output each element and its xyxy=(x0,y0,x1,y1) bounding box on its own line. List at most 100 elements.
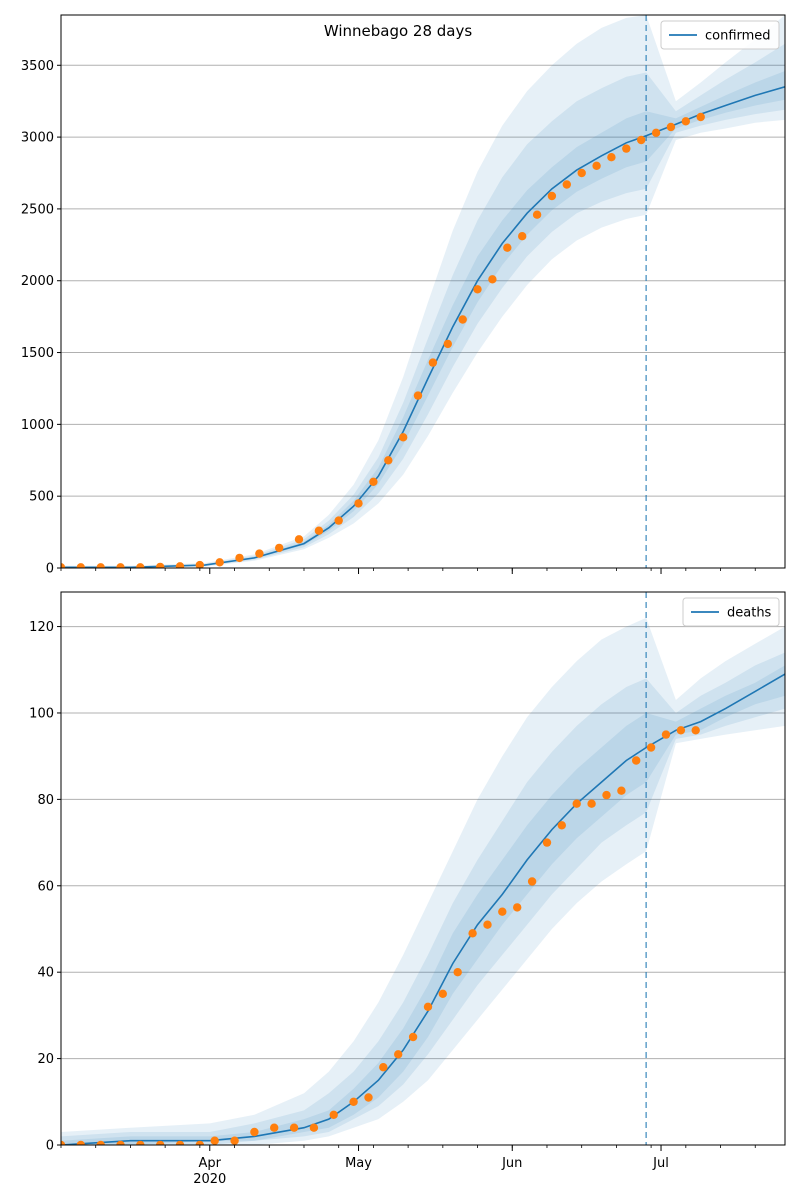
y-tick-label: 20 xyxy=(37,1052,54,1067)
observed-point xyxy=(617,786,626,795)
observed-point xyxy=(270,1123,279,1132)
observed-point xyxy=(61,1140,66,1145)
observed-point xyxy=(250,1127,259,1137)
observed-point xyxy=(607,153,616,162)
figure-title: Winnebago 28 days xyxy=(324,22,473,40)
observed-point xyxy=(394,1050,403,1059)
y-tick-label: 3000 xyxy=(21,131,54,146)
x-tick-label: Jun xyxy=(501,1156,522,1171)
observed-point xyxy=(592,161,601,170)
y-tick-label: 120 xyxy=(29,620,54,635)
x-tick-sublabel: 2020 xyxy=(193,1172,226,1187)
observed-point xyxy=(637,135,646,145)
legend: deaths xyxy=(682,597,780,627)
observed-point xyxy=(557,821,566,830)
observed-point xyxy=(175,1140,185,1145)
observed-point xyxy=(156,1140,165,1145)
observed-point xyxy=(76,1140,85,1145)
observed-point xyxy=(681,117,690,126)
confirmed-chart-panel: 0 500 1000 1500 2000 2500 3000 3500 confirmed xyxy=(21,14,786,577)
observed-point xyxy=(423,1002,433,1011)
x-tick-label: Apr xyxy=(199,1156,222,1171)
observed-point xyxy=(572,799,581,808)
observed-point xyxy=(195,1140,204,1145)
confidence-band-3 xyxy=(61,665,785,1145)
observed-point xyxy=(443,339,452,349)
legend-label: confirmed xyxy=(705,29,771,44)
observed-point xyxy=(438,989,447,998)
observed-point xyxy=(488,275,497,284)
y-tick-label: 500 xyxy=(29,490,54,505)
legend-label: deaths xyxy=(727,606,772,621)
observed-point xyxy=(334,516,343,525)
y-tick-label: 1500 xyxy=(21,346,54,361)
observed-point xyxy=(349,1097,358,1107)
observed-point xyxy=(646,743,656,752)
plot-area xyxy=(61,15,785,568)
observed-point xyxy=(661,730,671,739)
observed-point xyxy=(602,790,611,800)
observed-point xyxy=(428,358,438,367)
legend-box xyxy=(682,597,780,627)
observed-point xyxy=(96,563,105,568)
observed-point xyxy=(513,903,522,912)
observed-point xyxy=(314,526,324,535)
observed-point xyxy=(518,232,527,241)
y-tick-label: 1000 xyxy=(21,418,54,433)
observed-point xyxy=(632,756,641,765)
observed-point xyxy=(651,128,661,137)
observed-point xyxy=(230,1136,239,1145)
observed-point xyxy=(96,1140,105,1145)
observed-point xyxy=(413,391,423,400)
observed-point xyxy=(289,1123,299,1132)
observed-point xyxy=(76,563,85,568)
observed-point xyxy=(215,558,224,567)
observed-point xyxy=(275,543,284,553)
observed-point xyxy=(453,968,462,977)
observed-point xyxy=(379,1063,388,1072)
observed-point xyxy=(255,549,264,558)
y-tick-label: 3500 xyxy=(21,59,54,74)
observed-point xyxy=(503,243,512,252)
observed-point xyxy=(294,535,304,544)
observed-point xyxy=(691,726,700,735)
y-tick-label: 80 xyxy=(37,793,54,808)
confidence-band-1 xyxy=(61,617,785,1145)
observed-point xyxy=(235,553,244,563)
observed-point xyxy=(309,1123,319,1132)
observed-point xyxy=(498,907,507,916)
observed-point xyxy=(696,112,705,122)
y-tick-label: 0 xyxy=(46,1139,54,1154)
observed-point xyxy=(116,1140,125,1145)
observed-point xyxy=(577,168,586,178)
plot-area xyxy=(61,617,785,1145)
x-tick-label: Jul xyxy=(652,1156,669,1171)
observed-point xyxy=(195,560,204,568)
observed-point xyxy=(527,877,537,886)
observed-point xyxy=(136,1140,145,1145)
y-tick-label: 100 xyxy=(29,706,54,721)
observed-point xyxy=(354,499,363,508)
axes-frame xyxy=(60,14,786,569)
y-tick-label: 60 xyxy=(37,879,54,894)
model-line xyxy=(61,86,785,568)
observed-point xyxy=(329,1110,338,1120)
observed-point xyxy=(542,838,552,847)
observed-point xyxy=(136,563,145,568)
observed-point xyxy=(562,180,571,189)
observed-point xyxy=(408,1032,418,1042)
legend-box xyxy=(660,20,780,50)
observed-point xyxy=(532,210,542,219)
axes-frame xyxy=(60,591,786,1146)
observed-point xyxy=(547,191,557,201)
observed-point xyxy=(399,433,408,442)
observed-point xyxy=(210,1136,219,1145)
observed-point xyxy=(666,122,676,132)
observed-point xyxy=(175,562,185,568)
y-tick-label: 40 xyxy=(37,966,54,981)
y-tick-label: 2000 xyxy=(21,274,54,289)
confidence-band-1 xyxy=(61,15,785,568)
observed-point xyxy=(116,563,125,568)
